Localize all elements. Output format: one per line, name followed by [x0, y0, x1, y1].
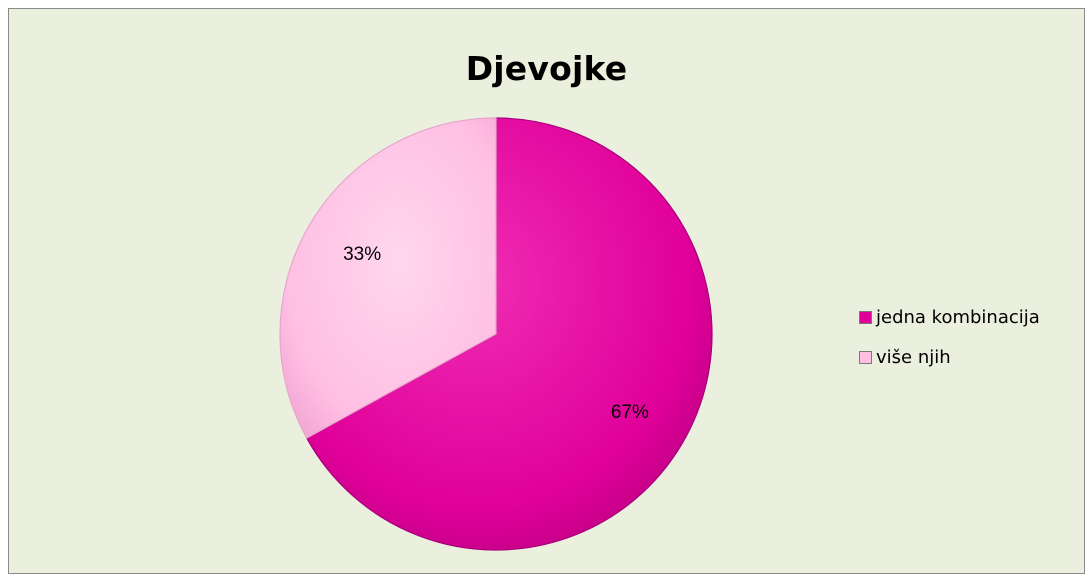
chart-area: Djevojke 67% 33% jedna kombinacija više n…: [8, 8, 1085, 574]
legend-swatch-vise-njih: [859, 350, 872, 364]
data-label-jedna-kombinacija: 67%: [611, 402, 649, 423]
pie-slice-jedna-kombinacija: [305, 117, 713, 551]
legend-swatch-jedna-kombinacija: [859, 310, 872, 324]
legend-label-vise-njih: više njih: [876, 346, 951, 368]
legend-item-jedna-kombinacija: jedna kombinacija: [859, 306, 1040, 328]
pie-chart: 67% 33%: [279, 117, 713, 551]
pie-slice-vise-njih: [279, 117, 497, 439]
legend-item-vise-njih: više njih: [859, 346, 1040, 368]
data-label-vise-njih: 33%: [343, 244, 381, 265]
chart-legend: jedna kombinacija više njih: [859, 306, 1040, 386]
legend-label-jedna-kombinacija: jedna kombinacija: [876, 306, 1040, 328]
chart-title: Djevojke: [465, 49, 628, 88]
